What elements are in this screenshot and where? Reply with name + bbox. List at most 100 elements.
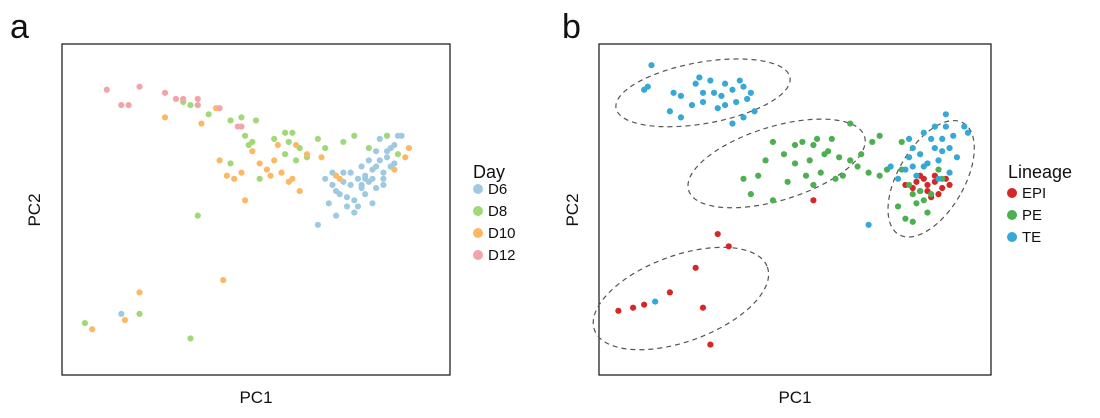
panel-a-point-d8 bbox=[256, 175, 263, 182]
panel-b-point-te bbox=[924, 160, 931, 167]
panel-a-point-d12 bbox=[136, 83, 143, 90]
panel-a-point-d10 bbox=[220, 277, 227, 284]
panel-a-point-d8 bbox=[383, 132, 391, 139]
panel-b-point-pe bbox=[802, 172, 810, 179]
panel-b-point-te bbox=[928, 135, 935, 142]
panel-b-point-te bbox=[920, 129, 927, 136]
panel-b-point-te bbox=[736, 77, 743, 84]
panel-a-legend-label-d12: D12 bbox=[488, 247, 516, 264]
panel-a-point-d6 bbox=[369, 200, 376, 207]
panel-a-point-d6 bbox=[358, 181, 365, 189]
panel-b-point-te bbox=[946, 169, 953, 176]
panel-a-point-d6 bbox=[380, 169, 387, 176]
panel-a-legend-swatch-d10 bbox=[473, 228, 483, 238]
panel-b-point-te bbox=[913, 172, 920, 179]
panel-b-x-axis-label: PC1 bbox=[778, 388, 811, 407]
panel-b-point-epi bbox=[707, 341, 714, 348]
panel-b-point-pe bbox=[847, 157, 854, 164]
panel-b-legend-swatch-epi bbox=[1007, 188, 1017, 198]
panel-a-legend-item-d12: D12 bbox=[473, 247, 516, 264]
panel-b-point-pe bbox=[762, 157, 769, 164]
panel-a-point-d12 bbox=[161, 89, 169, 96]
panel-a-point-d6 bbox=[383, 154, 391, 161]
panel-a-point-d8 bbox=[322, 145, 329, 152]
panel-a-point-d6 bbox=[383, 148, 391, 155]
panel-b-point-te bbox=[718, 92, 725, 100]
panel-b-point-te bbox=[964, 129, 972, 136]
panel-a-point-d8 bbox=[194, 212, 201, 219]
panel-a-point-d8 bbox=[282, 129, 289, 136]
panel-b-point-te bbox=[935, 157, 942, 164]
panel-b-point-pe bbox=[909, 218, 916, 225]
panel-a-point-d10 bbox=[289, 175, 296, 182]
panel-a-point-d10 bbox=[238, 169, 245, 176]
panel-a-point-d8 bbox=[289, 129, 296, 136]
panel-a-point-d10 bbox=[336, 175, 343, 182]
panel-a-point-d8 bbox=[205, 111, 212, 118]
panel-a-point-d10 bbox=[89, 326, 96, 333]
panel-b-point-epi bbox=[699, 304, 707, 311]
panel-a-point-d6 bbox=[340, 169, 347, 176]
panel-a-legend-swatch-d6 bbox=[473, 184, 483, 194]
panel-a-point-d6 bbox=[332, 212, 340, 219]
panel-b-legend-swatch-te bbox=[1007, 232, 1017, 242]
panel-a-point-d10 bbox=[405, 145, 412, 152]
panel-b-point-pe bbox=[876, 172, 883, 179]
panel-b-point-te bbox=[740, 83, 747, 90]
panel-b-point-pe bbox=[791, 141, 799, 149]
panel-b-legend-title: Lineage bbox=[1008, 162, 1072, 182]
panel-a-point-d12 bbox=[118, 102, 125, 109]
panel-b-point-te bbox=[942, 111, 949, 118]
panel-a-point-d10 bbox=[318, 154, 325, 161]
panel-b-point-epi bbox=[924, 181, 931, 189]
panel-b-point-te bbox=[917, 151, 924, 158]
panel-a-legend-title: Day bbox=[473, 162, 505, 182]
panel-b-y-axis-label: PC2 bbox=[563, 193, 582, 226]
panel-a-point-d10 bbox=[402, 154, 409, 161]
panel-a-point-d8 bbox=[340, 138, 347, 146]
panel-a-point-d10 bbox=[136, 289, 143, 296]
panel-a-point-d12 bbox=[103, 86, 110, 93]
panel-b-point-epi bbox=[629, 304, 637, 311]
panel-b-point-pe bbox=[817, 169, 824, 176]
panel-b-point-pe bbox=[902, 215, 909, 222]
panel-b-legend-label-te: TE bbox=[1022, 229, 1041, 246]
panel-b-point-te bbox=[666, 108, 673, 115]
panel-b-point-pe bbox=[769, 138, 777, 146]
panel-b-point-te bbox=[688, 102, 696, 109]
panel-b-point-pe bbox=[780, 151, 788, 158]
panel-a-point-d6 bbox=[373, 163, 380, 170]
panel-b-point-pe bbox=[854, 163, 861, 170]
panel-b-point-pe bbox=[898, 138, 905, 146]
panel-b-point-te bbox=[909, 163, 916, 170]
panel-b-point-te bbox=[729, 120, 736, 127]
panel-b-point-te bbox=[699, 98, 707, 106]
panel-b-point-pe bbox=[858, 151, 865, 158]
panel-b-point-te bbox=[721, 80, 729, 87]
panel-b-point-pe bbox=[832, 175, 839, 182]
panel-b-point-te bbox=[733, 98, 740, 106]
panel-b-point-te bbox=[692, 80, 699, 87]
panel-a-legend-swatch-d12 bbox=[473, 250, 483, 260]
panel-a-point-d6 bbox=[343, 194, 351, 201]
panel-b-point-te bbox=[740, 114, 747, 121]
panel-b-point-te bbox=[751, 108, 758, 115]
panel-b-point-pe bbox=[909, 191, 916, 198]
panel-a-point-d8 bbox=[227, 117, 234, 124]
panel-a-point-d6 bbox=[336, 191, 343, 198]
panel-b-point-pe bbox=[755, 172, 762, 179]
panel-b-point-te bbox=[865, 221, 872, 228]
panel-b-point-pe bbox=[905, 181, 913, 189]
panel-a-legend-label-d8: D8 bbox=[488, 203, 507, 220]
panel-a-point-d6 bbox=[354, 203, 362, 210]
panel-a-y-axis-label: PC2 bbox=[25, 193, 44, 226]
panel-b-point-epi bbox=[946, 181, 953, 189]
panel-b-plot-frame bbox=[598, 43, 992, 376]
panel-a-point-d6 bbox=[380, 181, 387, 189]
panel-a-point-d6 bbox=[373, 184, 380, 192]
panel-a-point-d10 bbox=[198, 120, 205, 127]
panel-b: b PC1 PC2 Lineage EPI PE TE bbox=[562, 8, 1072, 407]
panel-a-point-d6 bbox=[351, 209, 358, 216]
panel-a-point-d8 bbox=[241, 132, 249, 139]
panel-b-point-te bbox=[670, 89, 677, 96]
